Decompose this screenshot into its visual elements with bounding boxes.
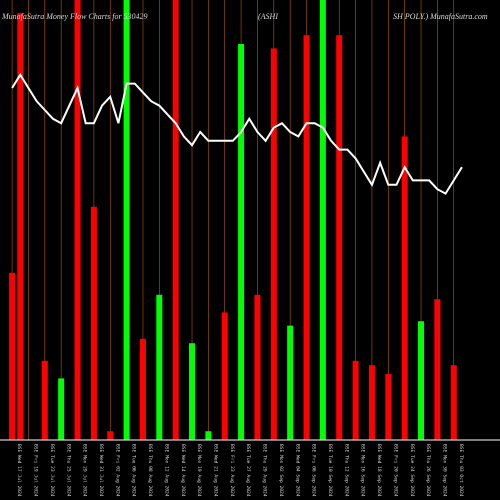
x-tick-label: BSE Fri 23 Aug 2024 (229, 444, 235, 497)
chart-title-right: SH POLY.) MunafaSutra.com (393, 12, 488, 21)
bar-bse-thu-29-aug-2024 (254, 294, 261, 440)
x-tick-label: BSE Wed 21 Aug 2024 (212, 444, 218, 497)
chart-title-left: MunafaSutra Money Flow Charts for 530429 (2, 12, 148, 21)
bar-bse-mon-16-sep-2024 (352, 360, 359, 440)
x-tick-label: BSE Wed 17 Jul 2024 (16, 444, 22, 497)
x-tick-label: BSE Mon 02 Sep 2024 (278, 444, 284, 497)
bar-bse-wed-21-aug-2024 (205, 431, 212, 440)
x-tick-label: BSE Thu 26 Sep 2024 (425, 444, 431, 497)
x-tick-label: BSE Thu 12 Sep 2024 (343, 444, 349, 497)
money-flow-line (11, 72, 463, 195)
bar-bse-tue-27-aug-2024 (238, 44, 245, 440)
bar-bse-mon-12-aug-2024 (156, 294, 163, 440)
x-tick-label: BSE Mon 19 Aug 2024 (196, 444, 202, 497)
x-tick-label: BSE Tue 10 Sep 2024 (327, 444, 333, 497)
bar-bse-mon-30-sep-2024 (434, 299, 441, 440)
x-tick-label: BSE Thu 08 Aug 2024 (147, 444, 153, 497)
bar-bse-wed-17-jul-2024 (9, 272, 16, 440)
bar-bse-thu-12-sep-2024 (336, 35, 343, 440)
x-tick-label: BSE Tue 24 Sep 2024 (409, 444, 415, 497)
x-tick-label: BSE Fri 20 Sep 2024 (392, 444, 398, 497)
x-tick-label: BSE Thu 03 Oct 2024 (458, 444, 464, 497)
x-tick-label: BSE Tue 06 Aug 2024 (131, 444, 137, 497)
bar-bse-wed-31-jul-2024 (90, 206, 97, 440)
bar-bse-fri-06-sep-2024 (303, 35, 310, 440)
x-tick-label: BSE Wed 31 Jul 2024 (98, 444, 104, 497)
bar-bse-thu-18-jul-2024 (17, 13, 24, 440)
bar-bse-wed-18-sep-2024 (368, 365, 375, 440)
bar-bse-wed-04-sep-2024 (287, 325, 294, 440)
bar-bse-tue-10-sep-2024 (319, 0, 326, 440)
bar-bse-fri-20-sep-2024 (385, 374, 392, 440)
bar-bse-thu-03-oct-2024 (450, 365, 457, 440)
x-tick-label: BSE Thu 25 Jul 2024 (65, 444, 71, 497)
x-tick-label: BSE Tue 27 Aug 2024 (245, 444, 251, 497)
bar-bse-fri-02-aug-2024 (107, 431, 114, 440)
x-tick-label: BSE Mon 12 Aug 2024 (163, 444, 169, 497)
x-tick-label: BSE Fri 19 Jul 2024 (33, 444, 39, 497)
bar-bse-thu-26-sep-2024 (418, 321, 425, 440)
bar-bse-tue-23-jul-2024 (41, 360, 48, 440)
bar-bse-tue-24-sep-2024 (401, 136, 408, 440)
x-tick-label: BSE Wed 18 Sep 2024 (376, 444, 382, 497)
x-tick-label: BSE Wed 04 Sep 2024 (294, 444, 300, 497)
tick-labels: BSE Wed 17 Jul 2024 BSE Fri 19 Jul 2024 BS… (16, 444, 464, 497)
bar-bse-tue-06-aug-2024 (123, 0, 130, 440)
x-tick-label: BSE Fri 06 Sep 2024 (311, 444, 317, 497)
bar-bse-mon-19-aug-2024 (189, 343, 196, 440)
bar-bse-mon-02-sep-2024 (270, 48, 277, 441)
x-tick-label: BSE Mon 16 Sep 2024 (360, 444, 366, 497)
bars (9, 0, 457, 441)
bar-bse-thu-08-aug-2024 (139, 338, 146, 440)
x-tick-label: BSE Mon 30 Sep 2024 (441, 444, 447, 497)
x-tick-label: BSE Mon 29 Jul 2024 (82, 444, 88, 497)
x-tick-label: BSE Wed 14 Aug 2024 (180, 444, 186, 497)
x-tick-label: BSE Thu 29 Aug 2024 (262, 444, 268, 497)
x-tick-label: BSE Tue 23 Jul 2024 (49, 444, 55, 497)
bar-bse-wed-14-aug-2024 (172, 0, 179, 440)
chart-title-symbol: (ASHI (258, 12, 278, 21)
bar-bse-fri-23-aug-2024 (221, 312, 228, 440)
bar-bse-mon-29-jul-2024 (74, 0, 81, 440)
x-tick-label: BSE Fri 02 Aug 2024 (114, 444, 120, 497)
bar-bse-thu-25-jul-2024 (58, 378, 65, 440)
